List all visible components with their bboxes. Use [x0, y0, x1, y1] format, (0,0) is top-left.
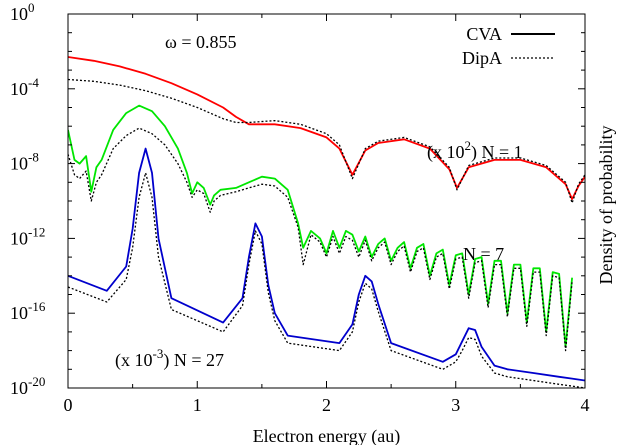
y-tick-label: 100: [10, 0, 35, 24]
n27-annotation: (x 10-3) N = 27: [115, 346, 224, 371]
x-tick-label: 1: [193, 395, 202, 415]
omega-annotation: ω = 0.855: [165, 32, 237, 52]
series-line-n1-cva: [68, 56, 585, 200]
chart-text: 0 1 2 3 4 100 10-4 10-8 10-12 10-16 10-20 Electron …: [10, 0, 616, 445]
superscript: 0: [28, 0, 35, 15]
axes: [67, 13, 586, 389]
series-line-n27-dipa: [68, 172, 585, 388]
x-tick-label: 3: [451, 395, 460, 415]
x-axis-label: Electron energy (au): [253, 426, 401, 445]
series-line-n1-dipa: [68, 78, 585, 204]
y-tick-label: 10-20: [10, 374, 45, 398]
superscript: -12: [28, 224, 45, 239]
legend-label: DipA: [462, 48, 502, 68]
plot-lines: [68, 56, 585, 388]
x-tick-label: 4: [581, 395, 590, 415]
series-line-n7-dipa: [68, 127, 573, 352]
y-tick-label: 10-8: [10, 150, 39, 174]
superscript: -20: [28, 374, 45, 389]
superscript: -16: [28, 299, 46, 314]
superscript: -8: [28, 150, 39, 165]
y-tick-label: 10-16: [10, 299, 46, 323]
x-tick-label: 0: [64, 395, 73, 415]
x-tick-label: 2: [322, 395, 331, 415]
superscript: -3: [153, 346, 164, 361]
superscript: -4: [28, 75, 39, 90]
plot-frame: [67, 13, 586, 389]
legend-label: CVA: [466, 24, 502, 44]
y-tick-label: 10-4: [10, 75, 39, 99]
series-line-n7-cva: [68, 104, 573, 348]
superscript: 2: [465, 138, 472, 153]
y-tick-label: 10-12: [10, 224, 45, 248]
series-line-n27-cva: [68, 147, 585, 382]
n1-annotation: (x 102) N = 1: [427, 138, 523, 163]
n7-annotation: N = 7: [463, 244, 504, 264]
y-axis-label: Density of probability: [596, 126, 616, 285]
